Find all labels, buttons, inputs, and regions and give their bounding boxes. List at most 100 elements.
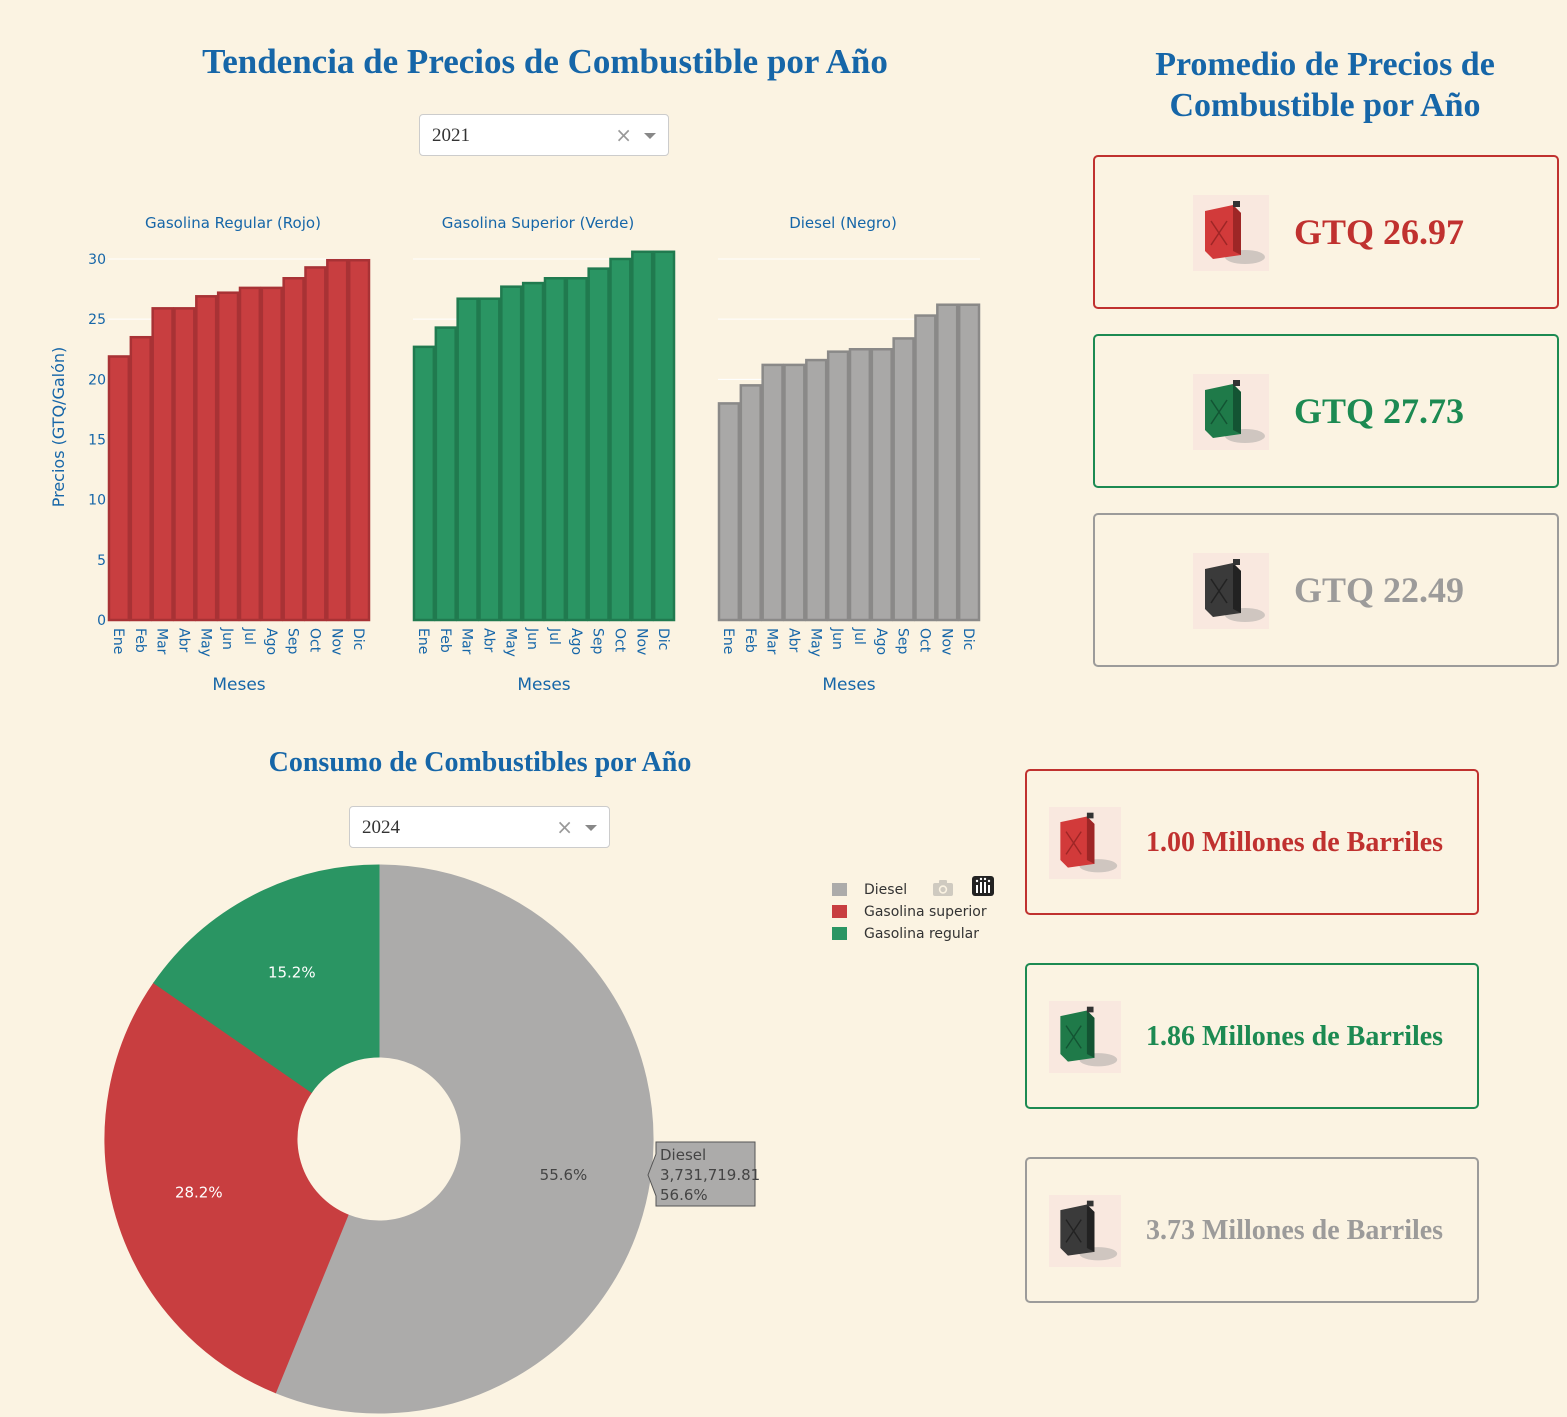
bar — [173, 307, 196, 622]
x-tick-label: Ago — [873, 628, 889, 655]
legend-label: Diesel — [864, 882, 908, 898]
jerrycan-body — [1060, 1204, 1095, 1256]
x-tick-label: Nov — [328, 628, 344, 655]
legend-item-diesel[interactable]: Diesel — [832, 879, 987, 901]
jerrycan-graphic — [1060, 1200, 1118, 1261]
price-card-superior: GTQ 27.73 — [1093, 334, 1559, 488]
bar — [652, 250, 676, 622]
camera-icon[interactable] — [932, 878, 954, 898]
green-jerrycan-icon — [1049, 1001, 1121, 1073]
price-card-diesel: GTQ 22.49 — [1093, 513, 1559, 667]
x-tick-label: Abr — [480, 628, 496, 652]
jerrycan-graphic — [1060, 1006, 1118, 1067]
y-tick-label: 20 — [88, 372, 106, 388]
bar — [216, 291, 240, 622]
jerrycan-graphic — [1205, 380, 1265, 443]
pie-legend: Diesel Gasolina superior Gasolina regula… — [832, 879, 987, 945]
year-dropdown[interactable]: 2021 × — [419, 114, 669, 156]
bar — [260, 286, 283, 622]
clear-icon[interactable]: × — [615, 123, 632, 147]
jerrycan-emboss — [1210, 220, 1228, 246]
jerrycan-emboss — [1065, 831, 1082, 855]
jerrycan-emboss — [1065, 1025, 1082, 1049]
y-tick-label: 10 — [88, 493, 106, 509]
x-tick-label: Mar — [764, 628, 780, 655]
bar — [304, 266, 327, 622]
x-tick-label: Feb — [132, 628, 148, 653]
price-value: GTQ 22.49 — [1294, 570, 1465, 610]
consumption-dropdown-value: 2024 — [362, 817, 400, 838]
legend-swatch — [832, 905, 847, 918]
jerrycan-body — [1060, 816, 1095, 868]
chevron-down-icon[interactable] — [585, 825, 597, 831]
tooltip-line: 3,731,719.81 — [660, 1166, 760, 1184]
x-tick-label: Jul — [851, 627, 867, 645]
bar — [631, 250, 654, 622]
plotly-logo-icon[interactable] — [972, 876, 994, 896]
x-tick-label: Jun — [524, 627, 540, 650]
hover-tooltip — [647, 1141, 756, 1207]
consumption-value: 1.00 Millones de Barriles — [1146, 827, 1444, 858]
bar — [129, 335, 152, 622]
red-jerrycan-icon — [1193, 195, 1269, 271]
subplot-title: Gasolina Superior (Verde) — [442, 214, 635, 232]
x-tick-label: Feb — [742, 628, 758, 653]
y-axis-label: Precios (GTQ/Galón) — [49, 347, 68, 508]
x-tick-label: Mar — [154, 628, 170, 655]
bar — [914, 314, 937, 622]
slice-label: 55.6% — [540, 1166, 588, 1184]
legend-label: Gasolina superior — [864, 904, 987, 920]
jerrycan-emboss — [1210, 578, 1228, 604]
x-tick-label: Oct — [611, 628, 627, 653]
average-title: Promedio de Precios de Combustible por A… — [1155, 46, 1495, 124]
x-tick-label: Jul — [241, 627, 257, 645]
bar — [609, 257, 632, 622]
bar — [717, 402, 741, 622]
jerrycan-cap — [1086, 1006, 1094, 1013]
jerrycan-body — [1060, 1010, 1095, 1062]
x-tick-label: Dic — [960, 628, 976, 650]
x-tick-label: Ene — [720, 628, 736, 654]
x-tick-label: Nov — [938, 628, 954, 655]
jerrycan-body — [1205, 563, 1241, 617]
jerrycan-graphic — [1060, 812, 1118, 873]
black-jerrycan-icon — [1193, 553, 1269, 629]
clear-icon[interactable]: × — [556, 815, 573, 839]
bar — [282, 277, 305, 622]
x-tick-label: Jul — [546, 627, 562, 645]
bar — [195, 295, 218, 622]
x-tick-label: Feb — [437, 628, 453, 653]
price-value: GTQ 27.73 — [1294, 391, 1465, 431]
bar — [848, 348, 872, 622]
x-tick-label: Oct — [916, 628, 932, 653]
x-tick-label: May — [502, 628, 518, 657]
jerrycan-graphic — [1205, 559, 1265, 622]
jerrycan-side — [1233, 384, 1241, 434]
x-tick-label: Nov — [633, 628, 649, 655]
x-tick-label: Jun — [219, 627, 235, 650]
jerrycan-body — [1205, 205, 1241, 259]
price-card-regular: GTQ 26.97 — [1093, 155, 1559, 309]
jerrycan-cap — [1086, 1200, 1094, 1207]
bar — [238, 286, 262, 622]
bar — [957, 303, 981, 622]
consumption-year-dropdown[interactable]: 2024 × — [349, 806, 610, 848]
jerrycan-cap — [1233, 380, 1240, 386]
y-tick-label: 25 — [88, 312, 106, 328]
price-value: GTQ 26.97 — [1294, 212, 1465, 252]
x-tick-label: Sep — [895, 628, 911, 655]
trend-title: Tendencia de Precios de Combustible por … — [202, 42, 888, 81]
x-tick-label: Ene — [415, 628, 431, 654]
jerrycan-side — [1086, 1204, 1095, 1252]
bar — [892, 337, 915, 622]
red-jerrycan-icon — [1049, 807, 1121, 879]
bar — [347, 258, 371, 622]
legend-item-gasolina-regular[interactable]: Gasolina regular — [832, 923, 987, 945]
bar — [805, 358, 828, 622]
legend-item-gasolina-superior[interactable]: Gasolina superior — [832, 901, 987, 923]
y-tick-label: 5 — [97, 553, 106, 569]
bar — [870, 348, 893, 622]
x-tick-label: Ago — [568, 628, 584, 655]
bar — [587, 267, 610, 622]
chevron-down-icon[interactable] — [644, 133, 656, 139]
